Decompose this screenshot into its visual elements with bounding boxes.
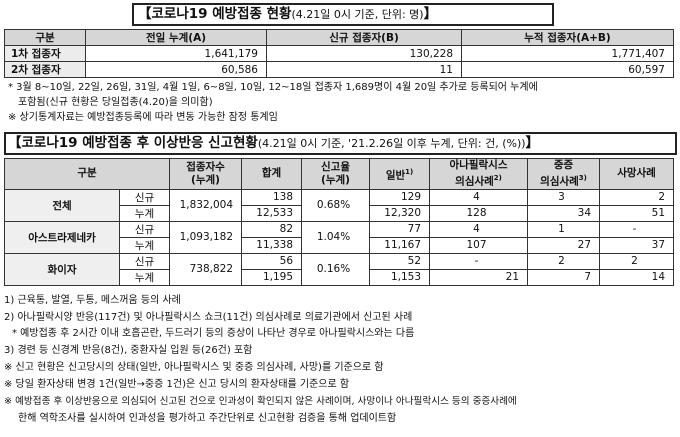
cell-new: 130,228 — [266, 45, 462, 62]
header-death: 사망사례 — [599, 158, 675, 190]
table-header-row: 구분 전일 누계(A) 신규 접종자(B) 누적 접종자(A+B) — [4, 29, 674, 46]
cell-general: 129 — [369, 188, 431, 206]
cell-total: 138 — [241, 188, 303, 206]
cell-anaphylaxis: 107 — [429, 236, 529, 254]
cell-rate: 1.04% — [301, 220, 371, 254]
title-open-bracket: 【 — [8, 135, 22, 151]
cell-anaphylaxis: 4 — [429, 220, 529, 238]
cell-total: 11,338 — [241, 236, 303, 254]
table-row: 아스트라제네카 신규 1,093,182 82 1.04% 77 4 1 - — [4, 220, 675, 254]
table-row: 누계 1,195 1,153 21 7 14 — [5, 268, 675, 286]
row-kind: 누계 — [118, 236, 171, 254]
table-header-row: 구분 접종자수 (누계) 합계 신고율 (누계) 일반1) 아나필락시스 의심사례2)… — [3, 158, 675, 190]
footnote-note-cont: 한해 역학조사를 실시하여 인과성을 평가하고 주간단위로 신고현황 검증을 통… — [18, 413, 397, 424]
footnote-1: 1) 근육통, 발열, 두통, 메스꺼움 등의 사례 — [4, 295, 181, 306]
footnote-note: ※ 신고 현황은 신고당시의 상태(일반, 아나필락시스 및 중증 의심사례, … — [4, 362, 384, 373]
cell-anaphylaxis: 128 — [429, 204, 529, 222]
header-rate: 신고율 (누계) — [301, 158, 371, 190]
cell-total: 60,597 — [461, 61, 674, 78]
cell-total: 82 — [241, 220, 303, 238]
cell-severe: 3 — [527, 188, 601, 206]
table-row: 1차 접종자 1,641,179 130,228 1,771,407 — [4, 45, 674, 62]
adverse-reaction-title: 【코로나19 예방접종 후 이상반응 신고현황(4.21일 0시 기준, '21… — [4, 132, 677, 155]
cell-death: 51 — [599, 204, 675, 222]
cell-vaccinated: 738,822 — [169, 252, 243, 286]
note-line: * 3월 8~10일, 22일, 26일, 31일, 4월 1일, 6~8일, … — [8, 82, 538, 93]
footnote-note: ※ 예방접종 후 이상반응으로 의심되어 신고된 건으로 인과성이 확인되지 않… — [4, 396, 517, 407]
cell-anaphylaxis: 21 — [429, 268, 529, 286]
header-prev-total: 전일 누계(A) — [85, 29, 267, 46]
table-row: 누계 12,533 12,320 128 34 51 — [5, 204, 675, 222]
cell-general: 11,167 — [369, 236, 431, 254]
header-general: 일반1) — [369, 158, 431, 190]
title-close-bracket: 】 — [423, 6, 438, 22]
group-name: 아스트라제네카 — [4, 220, 120, 254]
cell-anaphylaxis: - — [429, 252, 529, 270]
note-line: ※ 상기통계자료는 예방접종등록에 따라 변동 가능한 잠정 통계임 — [8, 112, 278, 123]
cell-total: 1,771,407 — [461, 45, 674, 62]
cell-severe: 7 — [527, 268, 601, 286]
table-row: 2차 접종자 60,586 11 60,597 — [4, 61, 674, 78]
cell-vaccinated: 1,093,182 — [169, 220, 243, 254]
cell-total: 56 — [241, 252, 303, 270]
row-kind: 누계 — [118, 204, 171, 222]
header-new: 신규 접종자(B) — [266, 29, 462, 46]
cell-severe: 34 — [527, 204, 601, 222]
cell-death: 2 — [599, 188, 675, 206]
row-kind: 신규 — [118, 188, 171, 206]
note-line: 포함됨(신규 현황은 당일접종(4.20)을 의미함) — [18, 97, 213, 108]
title-sub: (4.21일 0시 기준, '21.2.26일 이후 누계, 단위: 건, (%… — [257, 137, 526, 150]
title-sub: (4.21일 0시 기준, 단위: 명) — [291, 8, 424, 21]
header-category: 구분 — [3, 158, 171, 190]
header-total: 합계 — [241, 158, 303, 190]
title-main: 코로나19 예방접종 현황 — [151, 6, 292, 22]
header-vaccinated: 접종자수 (누계) — [169, 158, 243, 190]
cell-death: 2 — [599, 252, 675, 270]
row-label: 1차 접종자 — [4, 45, 86, 62]
header-severe: 중증 의심사례3) — [527, 158, 601, 190]
cell-vaccinated: 1,832,004 — [169, 188, 243, 222]
table-row: 화이자 신규 738,822 56 0.16% 52 - 2 2 — [4, 252, 675, 286]
cell-rate: 0.68% — [301, 188, 371, 222]
row-kind: 신규 — [118, 220, 171, 238]
footnote-note: ※ 당일 환자상태 변경 1건(일반→중증 1건)은 신고 당시의 환자상태를 … — [4, 379, 350, 390]
header-category: 구분 — [4, 29, 86, 46]
table-row: 전체 신규 1,832,004 138 0.68% 129 4 3 2 — [4, 188, 675, 222]
cell-prev: 1,641,179 — [85, 45, 267, 62]
title-main: 코로나19 예방접종 후 이상반응 신고현황 — [21, 135, 258, 151]
cell-severe: 27 — [527, 236, 601, 254]
cell-general: 52 — [369, 252, 431, 270]
header-cumulative: 누적 접종자(A+B) — [461, 29, 674, 46]
cell-total: 1,195 — [241, 268, 303, 286]
cell-death: - — [599, 220, 675, 238]
row-kind: 누계 — [118, 268, 171, 286]
group-name: 전체 — [4, 188, 120, 222]
vaccination-status-title: 【코로나19 예방접종 현황(4.21일 0시 기준, 단위: 명)】 — [132, 3, 554, 26]
cell-severe: 2 — [527, 252, 601, 270]
title-open-bracket: 【 — [138, 6, 152, 22]
cell-prev: 60,586 — [85, 61, 267, 78]
cell-severe: 1 — [527, 220, 601, 238]
cell-new: 11 — [266, 61, 462, 78]
cell-general: 12,320 — [369, 204, 431, 222]
group-name: 화이자 — [4, 252, 120, 286]
adverse-reaction-table: 구분 접종자수 (누계) 합계 신고율 (누계) 일반1) 아나필락시스 의심사례2)… — [3, 158, 675, 286]
footnote-2-detail: * 예방접종 후 2시간 이내 호흡곤란, 두드러기 등의 증상이 나타난 경우… — [12, 328, 415, 339]
cell-general: 1,153 — [369, 268, 431, 286]
footnote-2: 2) 아나필락시양 반응(117건) 및 아나필락시스 쇼크(11건) 의심사례… — [4, 312, 413, 323]
vaccination-status-table: 구분 전일 누계(A) 신규 접종자(B) 누적 접종자(A+B) 1차 접종자… — [4, 29, 674, 78]
row-kind: 신규 — [118, 252, 171, 270]
footnote-3: 3) 경련 등 신경계 반응(8건), 중환자실 입원 등(26건) 포함 — [4, 345, 253, 356]
title-close-bracket: 】 — [525, 135, 540, 151]
cell-death: 14 — [599, 268, 675, 286]
cell-anaphylaxis: 4 — [429, 188, 529, 206]
cell-rate: 0.16% — [301, 252, 371, 286]
row-label: 2차 접종자 — [4, 61, 86, 78]
header-anaphylaxis: 아나필락시스 의심사례2) — [429, 158, 529, 190]
cell-general: 77 — [369, 220, 431, 238]
cell-total: 12,533 — [241, 204, 303, 222]
cell-death: 37 — [599, 236, 675, 254]
